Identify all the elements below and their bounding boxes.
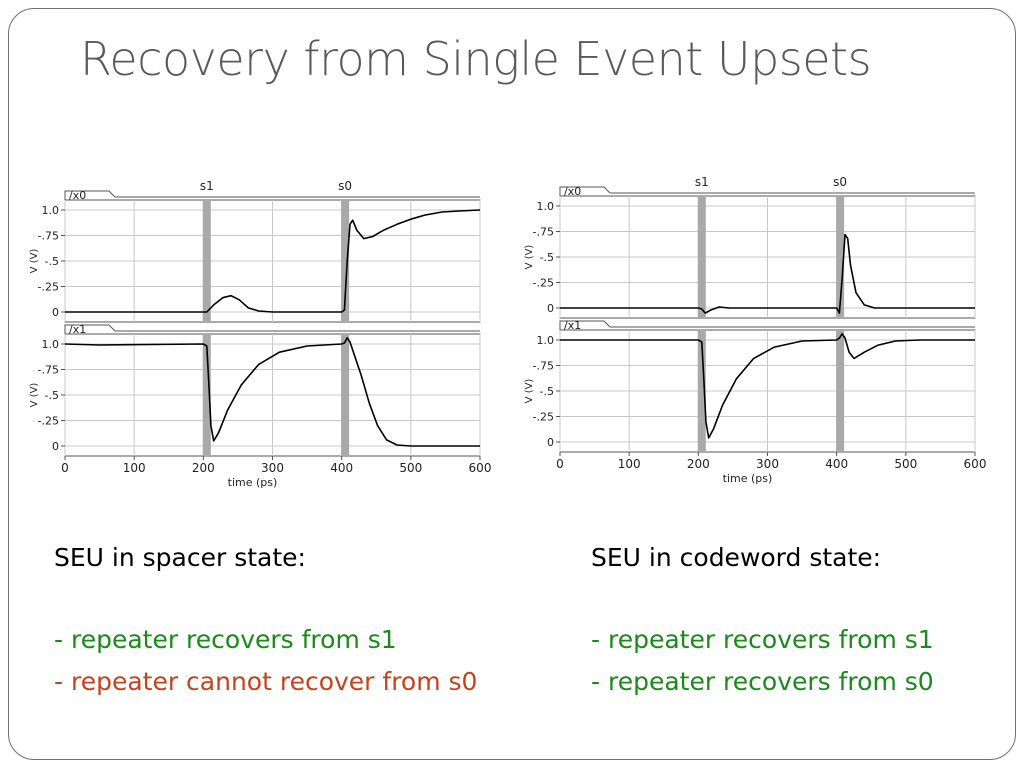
y-tick-label: -.75	[38, 364, 59, 377]
y-tick-label: 0	[547, 436, 554, 449]
y-tick-label: -.75	[38, 230, 59, 243]
y-tick-label: 0	[52, 440, 59, 453]
y-tick-label: 1.0	[537, 334, 555, 347]
caption-spacer-heading: SEU in spacer state:	[54, 543, 306, 572]
panel-tab	[559, 320, 975, 330]
panel-name: /x1	[564, 319, 581, 332]
caption-spacer-line1: - repeater recovers from s1	[54, 625, 397, 654]
panel-x0: /x0 0 -.25 -.5 -.75 1.0 V (V)	[29, 189, 481, 323]
marker-band-s1	[697, 330, 706, 452]
marker-label-s0: s0	[338, 179, 352, 193]
waveform-chart-codeword: /x0 0 -.25 -.5 -.75 1.0 V (V) /x1 0 -.25 -.5 -.75 1.…	[524, 175, 987, 485]
panel-x1: /x1 0 -.25 -.5 -.75 1.0 V (V)	[29, 323, 481, 457]
x-axis-label: time (ps)	[723, 472, 773, 485]
series-line-x0	[560, 233, 975, 314]
panel-tab	[64, 190, 480, 200]
y-tick-label: -.5	[540, 385, 554, 398]
x-tick-label: 0	[556, 457, 564, 471]
caption-codeword-heading: SEU in codeword state:	[591, 543, 882, 572]
x-tick-label: 500	[399, 461, 422, 475]
x-tick-label: 200	[192, 461, 215, 475]
caption-spacer-line2: - repeater cannot recover from s0	[54, 667, 478, 696]
x-tick-label: 100	[618, 457, 641, 471]
y-axis-label: V (V)	[29, 383, 40, 408]
panel-x0: /x0 0 -.25 -.5 -.75 1.0 V (V)	[524, 185, 976, 319]
y-tick-label: 0	[547, 302, 554, 315]
y-tick-label: -.5	[45, 255, 59, 268]
marker-band-s0	[836, 196, 845, 318]
panel-name: /x1	[69, 323, 86, 336]
x-tick-label: 500	[894, 457, 917, 471]
series-line-x1	[560, 333, 975, 439]
x-tick-label: 300	[261, 461, 284, 475]
panel-tab	[559, 186, 975, 196]
marker-band-s1	[202, 334, 211, 456]
y-tick-label: 0	[52, 306, 59, 319]
y-axis-label: V (V)	[29, 249, 40, 274]
slide-title: Recovery from Single Event Upsets	[80, 32, 872, 86]
x-tick-label: 600	[964, 457, 987, 471]
marker-band-s1	[697, 196, 706, 318]
y-tick-label: -.5	[45, 389, 59, 402]
panel-tab	[64, 324, 480, 334]
y-tick-label: -.25	[533, 277, 554, 290]
x-tick-label: 0	[61, 461, 69, 475]
y-tick-label: 1.0	[42, 338, 60, 351]
y-tick-label: -.25	[38, 281, 59, 294]
marker-band-s0	[341, 200, 350, 322]
y-tick-label: -.75	[533, 360, 554, 373]
x-tick-label: 600	[469, 461, 492, 475]
caption-codeword-line2: - repeater recovers from s0	[591, 667, 934, 696]
marker-label-s1: s1	[200, 179, 214, 193]
panel-name: /x0	[564, 185, 581, 198]
panel-x1: /x1 0 -.25 -.5 -.75 1.0 V (V)	[524, 319, 976, 453]
y-axis-label: V (V)	[524, 379, 535, 404]
caption-codeword-line1: - repeater recovers from s1	[591, 625, 934, 654]
marker-band-s1	[202, 200, 211, 322]
y-tick-label: -.25	[38, 415, 59, 428]
y-tick-label: 1.0	[537, 200, 555, 213]
series-line-x1	[64, 337, 480, 447]
y-tick-label: -.5	[540, 251, 554, 264]
marker-band-s0	[341, 334, 350, 456]
x-tick-label: 200	[687, 457, 710, 471]
y-tick-label: -.25	[533, 411, 554, 424]
slide-frame	[8, 8, 1016, 760]
x-tick-label: 100	[123, 461, 146, 475]
series-line-x0	[65, 209, 481, 313]
marker-band-s0	[836, 330, 845, 452]
y-axis-label: V (V)	[524, 245, 535, 270]
x-tick-label: 300	[756, 457, 779, 471]
panel-name: /x0	[69, 189, 86, 202]
waveform-chart-spacer: /x0 0 -.25 -.5 -.75 1.0 V (V) /x1 0 -.25 -.5 -.75 1.…	[29, 179, 492, 489]
x-axis-label: time (ps)	[228, 476, 278, 489]
x-tick-label: 400	[825, 457, 848, 471]
y-tick-label: -.75	[533, 226, 554, 239]
marker-label-s0: s0	[833, 175, 847, 189]
x-tick-label: 400	[330, 461, 353, 475]
marker-label-s1: s1	[695, 175, 709, 189]
y-tick-label: 1.0	[42, 204, 60, 217]
